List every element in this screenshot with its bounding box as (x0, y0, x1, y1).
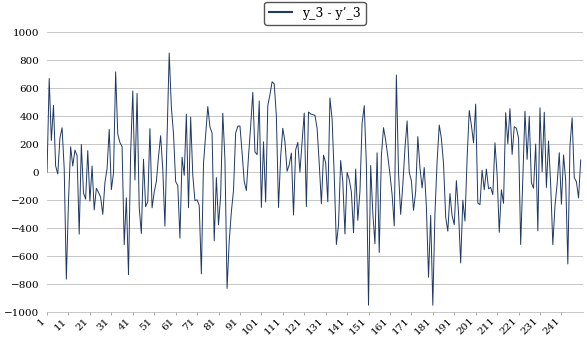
Legend: y_3 - y’_3: y_3 - y’_3 (264, 2, 366, 25)
